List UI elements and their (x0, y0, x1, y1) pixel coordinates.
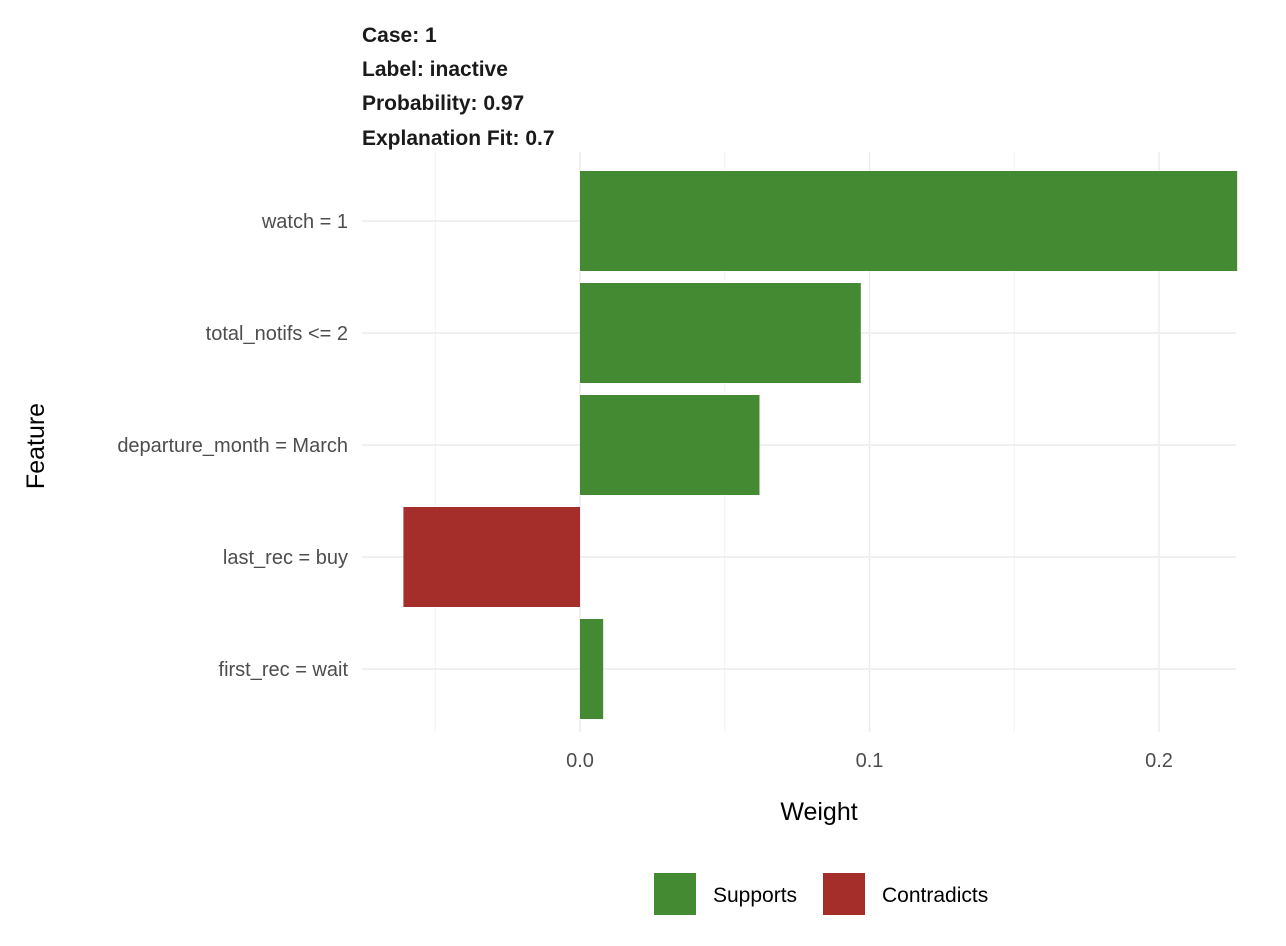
y-tick-label: departure_month = March (117, 435, 348, 457)
legend: Supports Contradicts (654, 873, 988, 915)
y-tick-label: watch = 1 (261, 211, 348, 233)
legend-swatch-supports (654, 873, 696, 915)
header-case: Case: 1 (362, 24, 437, 47)
bar-supports (580, 619, 604, 719)
legend-label-contradicts: Contradicts (882, 884, 988, 907)
y-tick-label: first_rec = wait (219, 659, 349, 681)
header-probability: Probability: 0.97 (362, 92, 524, 115)
y-axis-title: Feature (22, 403, 50, 489)
header-explanation-fit: Explanation Fit: 0.7 (362, 127, 555, 150)
bar-supports (580, 171, 1238, 271)
header-block: Case: 1 Label: inactive Probability: 0.9… (362, 24, 555, 150)
x-axis-title: Weight (780, 798, 857, 826)
header-label: Label: inactive (362, 58, 508, 81)
x-tick-label: 0.1 (856, 750, 884, 772)
bar-supports (580, 395, 760, 495)
bars (403, 171, 1238, 719)
legend-label-supports: Supports (713, 884, 797, 907)
bar-supports (580, 283, 861, 383)
x-tick-labels: 0.0 0.1 0.2 (566, 750, 1173, 772)
x-tick-label: 0.2 (1145, 750, 1173, 772)
y-tick-labels: watch = 1 total_notifs <= 2 departure_mont… (117, 211, 348, 681)
x-tick-label: 0.0 (566, 750, 594, 772)
bar-contradicts (403, 507, 580, 607)
y-tick-label: total_notifs <= 2 (206, 323, 348, 345)
y-tick-label: last_rec = buy (223, 547, 348, 569)
legend-swatch-contradicts (823, 873, 865, 915)
